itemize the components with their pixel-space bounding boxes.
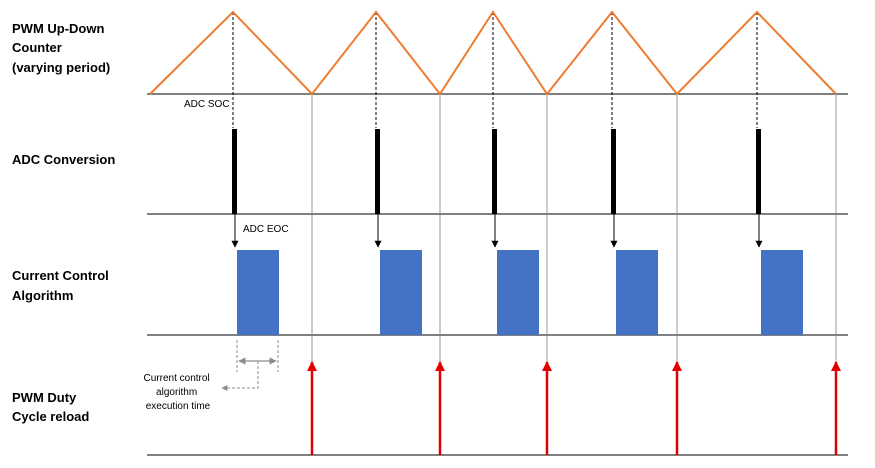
algorithm-block-1	[237, 250, 279, 335]
adc-pulse-3	[492, 129, 497, 214]
row-label-adc-conversion: ADC Conversion	[12, 152, 115, 167]
row-label-pwm-reload: PWM Duty Cycle reload	[12, 390, 89, 424]
algorithm-blocks	[237, 250, 803, 335]
algorithm-block-2	[380, 250, 422, 335]
row-label-current-control: Current Control Algorithm	[12, 268, 112, 303]
algorithm-block-3	[497, 250, 539, 335]
row-label-pwm-counter: PWM Up-Down Counter (varying period)	[12, 21, 110, 75]
adc-eoc-label: ADC EOC	[243, 224, 289, 235]
adc-pulse-5	[756, 129, 761, 214]
pwm-reload-arrows	[307, 361, 841, 455]
peak-dashed-lines	[232, 12, 758, 128]
algorithm-block-5	[761, 250, 803, 335]
pwm-counter-waveform	[149, 10, 837, 96]
adc-conversion-pulses	[232, 129, 761, 214]
adc-pulse-2	[375, 129, 380, 214]
adc-pulse-1	[232, 129, 237, 214]
algorithm-block-4	[616, 250, 658, 335]
adc-soc-label: ADC SOC	[184, 99, 230, 110]
execution-time-note: Current control algorithm execution time	[144, 373, 213, 412]
execution-time-measure	[221, 340, 279, 391]
adc-pulse-4	[611, 129, 616, 214]
adc-eoc-arrows	[231, 214, 763, 248]
